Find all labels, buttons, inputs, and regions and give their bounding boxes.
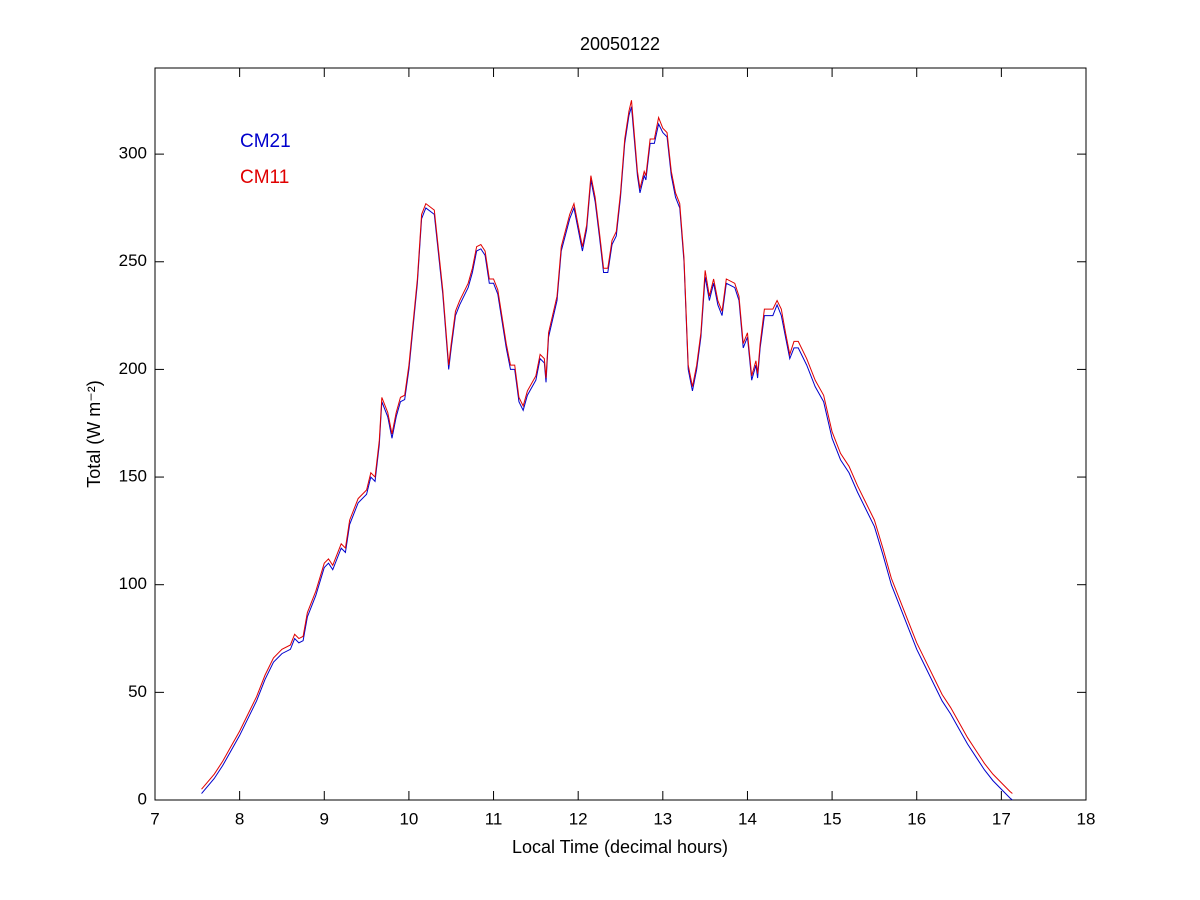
x-tick-label: 13 [653,809,672,828]
x-tick-label: 14 [738,809,757,828]
x-tick-label: 9 [320,809,329,828]
y-axis-label: Total (W m⁻²) [84,380,104,488]
y-tick-label: 300 [119,144,147,163]
y-tick-label: 0 [138,789,147,808]
x-tick-label: 7 [150,809,159,828]
x-tick-label: 8 [235,809,244,828]
x-tick-label: 18 [1077,809,1096,828]
legend-label: CM21 [240,131,291,152]
y-tick-label: 250 [119,251,147,270]
y-tick-label: 150 [119,467,147,486]
x-axis-label: Local Time (decimal hours) [512,837,728,857]
y-tick-label: 200 [119,359,147,378]
y-tick-label: 100 [119,574,147,593]
x-tick-label: 11 [485,809,503,828]
x-tick-label: 15 [823,809,842,828]
plot-frame [154,67,1087,801]
x-tick-label: 16 [907,809,926,828]
x-tick-label: 12 [569,809,588,828]
legend-label: CM11 [240,167,289,188]
x-tick-label: 17 [992,809,1011,828]
chart-title: 20050122 [580,34,660,54]
y-tick-label: 50 [128,682,147,701]
data-line [201,100,1013,794]
x-tick-label: 10 [399,809,418,828]
